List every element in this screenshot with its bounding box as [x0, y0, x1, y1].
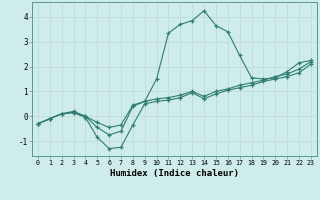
X-axis label: Humidex (Indice chaleur): Humidex (Indice chaleur) — [110, 169, 239, 178]
